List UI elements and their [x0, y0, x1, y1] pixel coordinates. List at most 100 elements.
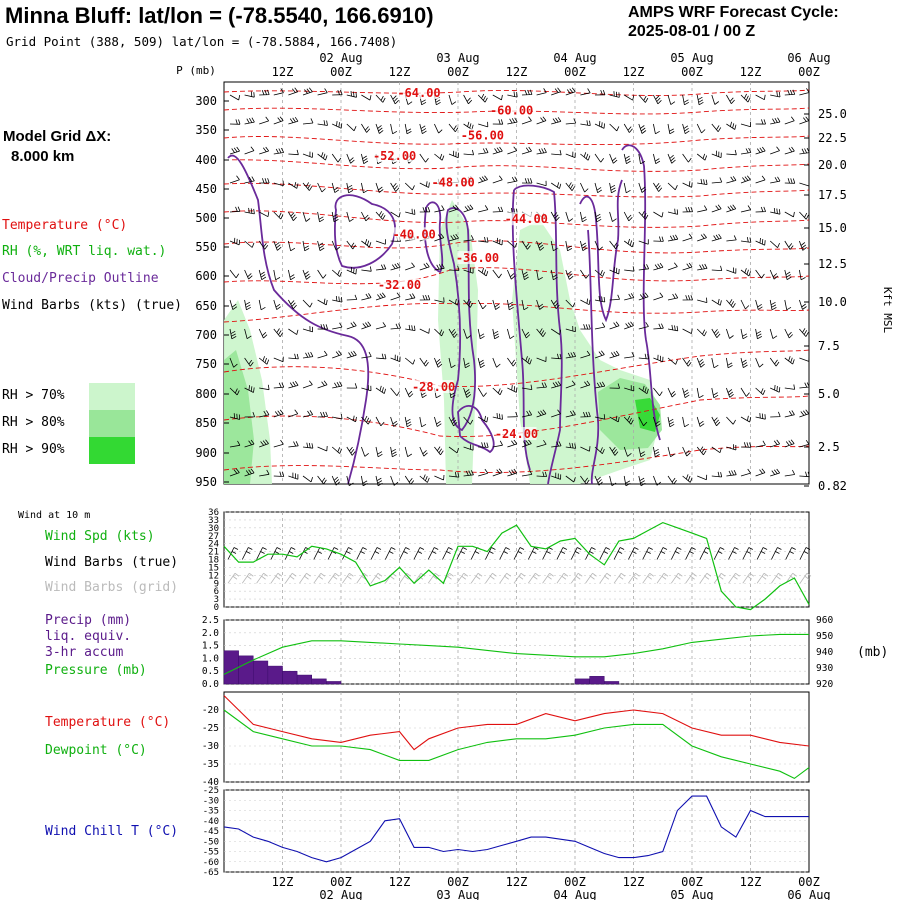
wind-barb [697, 474, 708, 481]
wind-barb [332, 350, 342, 359]
wind-barb [229, 357, 238, 368]
wind-barb [784, 269, 792, 281]
wind-barb [258, 269, 267, 281]
wind-barb [565, 299, 576, 308]
chill-tick-label: -50 [203, 837, 219, 847]
wind-barb [696, 446, 707, 456]
legend-liq-equiv: liq. equiv. [45, 629, 132, 644]
chill-tick-label: -60 [203, 858, 219, 868]
model-grid-value: 8.000 km [11, 148, 75, 165]
surface-true-barb [399, 547, 410, 560]
wind-barb [361, 266, 372, 272]
wind-barb [346, 446, 356, 456]
wind-barb [302, 475, 313, 483]
wind-barb [740, 147, 752, 155]
height-tick-label: 12.5 [818, 257, 847, 271]
wind-barb [361, 94, 372, 101]
temperature-contour-0 [223, 89, 810, 96]
wind-barb [755, 146, 766, 155]
wind-barb [404, 416, 412, 428]
wind-barb [696, 123, 706, 134]
wind-barb [302, 240, 310, 252]
wind-barb [463, 204, 474, 213]
temperature-contour-9 [223, 349, 810, 387]
wind-barb [799, 382, 810, 389]
wind-barb [302, 442, 314, 449]
wind-barb [711, 177, 723, 184]
wind-barb [740, 268, 751, 277]
cloud-outline-8 [621, 144, 661, 441]
wind-barb [273, 299, 281, 310]
wind-barb [332, 381, 343, 389]
pressure-tick-label: 400 [195, 153, 217, 167]
wind-barb [361, 211, 370, 222]
wind-barb [419, 446, 428, 457]
surface-true-barb [413, 547, 425, 560]
precip-tick-label: 2.5 [202, 615, 219, 626]
surface-true-barb [713, 547, 725, 560]
wind-barb [536, 471, 547, 477]
surface-grid-barb [599, 572, 612, 584]
wind-barb [594, 295, 606, 303]
wind-barb [434, 474, 445, 481]
wind-barb [492, 468, 503, 477]
surface-true-barb [742, 547, 753, 560]
wind-barb [521, 328, 531, 339]
surface-true-barb [456, 547, 467, 560]
wind-barb [580, 324, 591, 330]
temperature-label: -52.00 [373, 149, 416, 163]
wind-barb [288, 87, 299, 96]
surface-true-barb [427, 547, 439, 560]
wind-speed-line [223, 521, 810, 611]
wind-barb [580, 350, 591, 359]
wind-barb [638, 416, 648, 427]
wind-barb [375, 416, 385, 427]
wind-tick-label: 0 [214, 603, 219, 613]
wind-barb [682, 416, 690, 428]
wind-barb [390, 182, 400, 192]
wind-barb [492, 328, 500, 340]
wind-barb [594, 269, 605, 277]
top-hour-label: 12Z [506, 65, 528, 79]
cloud-outline-5 [513, 184, 563, 485]
wind-barb [346, 153, 355, 164]
surface-grid-barb [670, 572, 683, 584]
wind-barb [273, 328, 284, 338]
surface-grid-barb [499, 572, 511, 584]
wind-barb [594, 121, 605, 129]
wind-barb [492, 413, 503, 420]
wind-barb [288, 182, 299, 189]
wind-barb [448, 204, 459, 213]
wind-barb [740, 468, 751, 477]
height-tick-label: 2.5 [818, 440, 840, 454]
height-tick-label: 7.5 [818, 339, 840, 353]
wind-barb [521, 299, 529, 311]
temperature-contour-1 [223, 107, 810, 115]
surface-grid-barb [656, 572, 669, 584]
top-day-label: 03 Aug [436, 51, 479, 65]
wind-barb [740, 442, 752, 448]
wind-barb [740, 175, 751, 184]
temperature-label: -28.00 [412, 380, 455, 394]
wind-barb [580, 298, 591, 306]
wind-barb [799, 299, 807, 310]
pressure-line [223, 633, 809, 675]
wind-barb [565, 442, 577, 449]
surface-true-barb [485, 547, 496, 560]
wind-barb [492, 440, 503, 448]
precip-tick-label: 0.5 [202, 666, 219, 677]
wind-barb [244, 299, 251, 311]
wind-barb [317, 120, 328, 126]
wind-barb [390, 323, 401, 330]
wind-barb [332, 295, 343, 303]
wind-barb [726, 176, 737, 184]
wind-barb [653, 94, 662, 105]
wind-barb [697, 233, 707, 242]
wind-barb [405, 293, 416, 301]
wind-barb [361, 415, 371, 425]
wind-barb [770, 468, 781, 477]
wind-barb [419, 474, 430, 483]
wind-barb [317, 152, 328, 161]
wind-barb [536, 147, 547, 155]
wind-barb [302, 182, 313, 191]
